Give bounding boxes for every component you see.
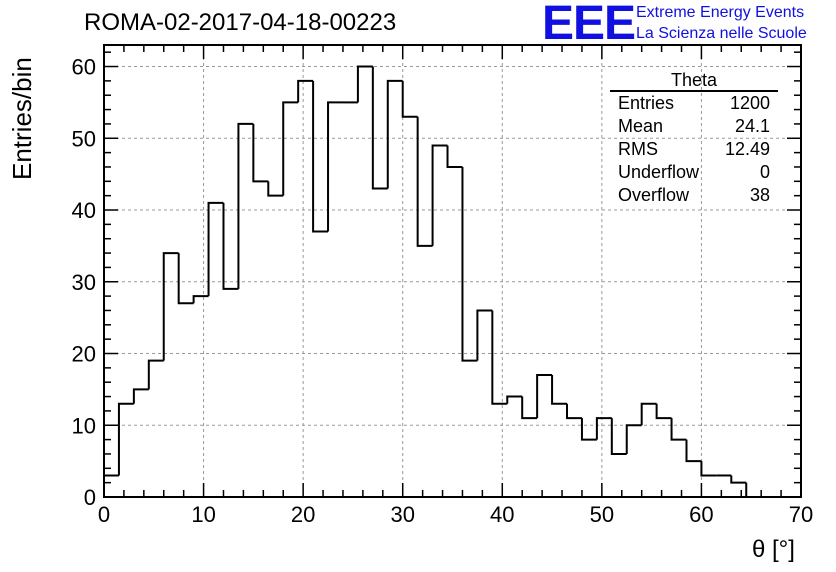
stats-title: Theta	[610, 70, 778, 92]
histogram-bin	[685, 439, 702, 463]
x-tick-label: 20	[291, 502, 315, 527]
stats-box: Theta Entries 1200 Mean 24.1 RMS 12.49 U…	[610, 70, 778, 207]
histogram-bin	[566, 403, 582, 420]
y-tick-label: 0	[84, 485, 96, 510]
histogram-bin	[282, 101, 299, 196]
histogram-bin	[506, 395, 523, 404]
y-axis-label: Entries/bin	[7, 57, 37, 180]
histogram-bin	[356, 65, 373, 103]
histogram-bin	[252, 123, 269, 183]
plot-frame	[103, 44, 802, 498]
histogram-bin	[222, 202, 239, 290]
x-tick-label: 10	[191, 502, 215, 527]
y-tick-label: 30	[72, 270, 96, 295]
eee-logo: EEE	[542, 0, 636, 50]
histogram-bin	[192, 295, 209, 304]
histogram-bin	[132, 388, 149, 404]
histogram-bin	[536, 374, 553, 419]
stats-label: Entries	[618, 93, 675, 113]
histogram-bin	[312, 80, 329, 233]
stats-row-rms: RMS 12.49	[610, 138, 778, 161]
stats-value: 38	[749, 185, 770, 205]
histogram-bin	[431, 144, 448, 246]
histogram-bin	[700, 461, 717, 477]
histogram-bin	[461, 166, 478, 362]
y-tick-label: 60	[72, 55, 96, 80]
histogram-bin	[103, 474, 119, 497]
stats-row-underflow: Underflow 0	[610, 161, 778, 184]
x-tick-label: 60	[689, 502, 713, 527]
histogram-bin	[491, 310, 508, 405]
histogram-bin	[610, 418, 627, 455]
histogram-bin	[207, 201, 224, 297]
x-tick-label: 40	[490, 502, 514, 527]
y-tick-label: 10	[72, 413, 96, 438]
y-tick-label: 20	[72, 342, 96, 367]
histogram-bin	[521, 396, 538, 420]
histogram-bin	[327, 101, 343, 232]
y-tick-label: 50	[72, 126, 96, 151]
histogram-bin	[416, 116, 433, 247]
stats-row-overflow: Overflow 38	[610, 184, 778, 207]
stats-label: Overflow	[618, 185, 690, 205]
x-tick-label: 30	[390, 502, 414, 527]
histogram-bin	[267, 181, 284, 197]
x-tick-label: 50	[590, 502, 614, 527]
stats-value: 24.1	[734, 116, 770, 136]
histogram-bin	[147, 359, 164, 390]
stats-row-mean: Mean 24.1	[610, 115, 778, 138]
histogram-bin	[730, 475, 747, 484]
histogram-bin	[640, 402, 657, 426]
stats-label: RMS	[618, 139, 658, 159]
histogram-bin	[476, 309, 493, 361]
x-axis-label: θ [°]	[752, 536, 795, 563]
histogram-bin	[446, 145, 463, 168]
histogram-bin	[297, 79, 314, 103]
y-tick-label: 40	[72, 198, 96, 223]
x-tick-label: 70	[789, 502, 813, 527]
logo-text-line1: Extreme Energy Events	[636, 4, 805, 21]
stats-value: 1200	[729, 93, 770, 113]
stats-row-entries: Entries 1200	[610, 92, 778, 115]
histogram-bin	[655, 403, 672, 420]
histogram-bin	[117, 402, 134, 476]
stats-label: Underflow	[618, 162, 700, 182]
logo-text-line2: La Scienza nelle Scuole	[636, 25, 807, 42]
histogram-bin	[386, 79, 403, 189]
histogram-bin	[371, 66, 388, 190]
chart-title: ROMA-02-2017-04-18-00223	[84, 9, 397, 36]
histogram-bin	[670, 418, 687, 441]
histogram-bin	[625, 424, 642, 454]
histogram-bin	[162, 252, 179, 361]
histogram-bin	[580, 418, 597, 441]
histogram-bin	[595, 417, 612, 440]
stats-value: 0	[759, 162, 770, 182]
stats-value: 12.49	[724, 139, 770, 159]
histogram-bin	[551, 375, 568, 405]
stats-label: Mean	[618, 116, 664, 136]
histogram-bin	[401, 80, 418, 118]
x-tick-label: 0	[98, 502, 110, 527]
histogram-bin	[177, 253, 194, 305]
histogram-bin	[237, 122, 254, 289]
